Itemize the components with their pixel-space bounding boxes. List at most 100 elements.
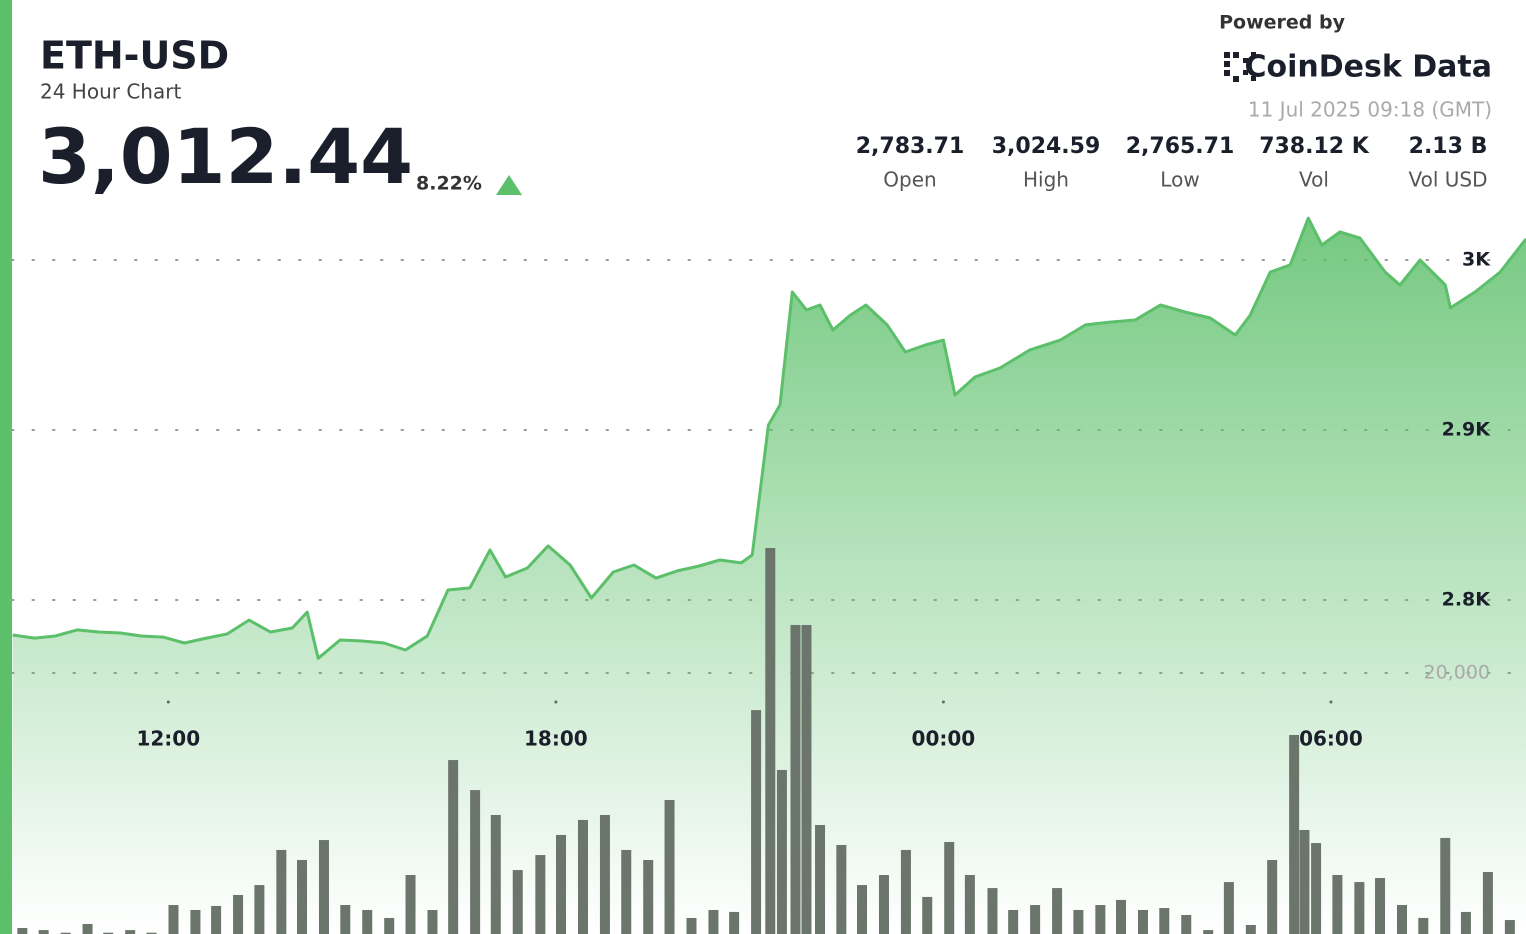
stat-value: 3,024.59 — [992, 134, 1101, 159]
volume-bar — [405, 875, 416, 934]
stat-value: 738.12 K — [1259, 134, 1370, 159]
volume-bar — [535, 855, 546, 934]
volume-bar — [729, 911, 740, 934]
y-tick-label: 2.8K — [1442, 589, 1492, 611]
volume-bar — [1289, 734, 1300, 934]
volume-bar — [556, 834, 567, 934]
stat-label: Low — [1160, 168, 1199, 192]
volume-bar — [276, 849, 287, 934]
volume-bar — [1504, 920, 1515, 934]
stat-label: High — [1023, 168, 1069, 192]
volume-bar — [125, 930, 136, 934]
accent-bar — [0, 0, 12, 934]
volume-bar — [1095, 905, 1106, 934]
price-line — [12, 216, 1526, 660]
volume-bar — [1460, 911, 1471, 934]
volume-bar — [643, 860, 654, 934]
stat-value: 2,765.71 — [1126, 134, 1235, 159]
price: 3,012.44 — [38, 112, 413, 201]
volume-bar — [38, 930, 49, 934]
volume-bar — [1116, 899, 1127, 934]
volume-bar — [1418, 917, 1429, 934]
timestamp: 11 Jul 2025 09:18 (GMT) — [1248, 98, 1492, 122]
volume-bar — [664, 799, 675, 934]
stat-label: Vol USD — [1408, 168, 1487, 192]
volume-bar — [577, 819, 588, 934]
volume-bar — [1223, 882, 1234, 934]
volume-bar — [790, 624, 801, 934]
volume-bar — [878, 875, 889, 934]
volume-bar — [1375, 878, 1386, 934]
volume-bar — [1311, 843, 1322, 934]
volume-bar — [1245, 924, 1256, 934]
volume-bar — [765, 547, 776, 934]
volume-bar — [1137, 909, 1148, 934]
volume-bar — [1052, 888, 1063, 934]
y-tick-label: 3K — [1462, 249, 1491, 271]
x-tick-label: 12:00 — [136, 727, 200, 751]
chart-subtitle: 24 Hour Chart — [40, 80, 181, 104]
volume-bar — [427, 909, 438, 934]
stats: 2,783.71 Open 3,024.59 High 2,765.71 Low 738.1… — [856, 134, 1488, 192]
volume-bar — [1299, 829, 1310, 934]
volume-bar — [297, 860, 308, 934]
stat-label: Vol — [1299, 168, 1329, 192]
volume-bar — [857, 885, 868, 934]
volume-bar — [1267, 860, 1278, 934]
volume-bar — [1008, 909, 1019, 934]
volume-bar — [340, 905, 351, 934]
volume-bar — [254, 885, 265, 934]
y-tick-label: 2.9K — [1442, 419, 1492, 441]
volume-bar — [686, 917, 697, 934]
volume-bar — [190, 909, 201, 934]
volume-bar — [1396, 905, 1407, 934]
volume-bar — [776, 769, 787, 934]
volume-bar — [599, 814, 610, 934]
volume-bar — [211, 905, 222, 934]
volume-bar — [1440, 837, 1451, 934]
x-tick — [941, 700, 945, 704]
volume-bar — [1482, 872, 1493, 934]
x-tick — [554, 700, 558, 704]
x-tick-label: 18:00 — [524, 727, 588, 751]
x-tick-label: 00:00 — [912, 727, 976, 751]
volume-bar — [318, 840, 329, 934]
volume-bar — [448, 760, 459, 934]
x-tick — [1329, 700, 1333, 704]
volume-bar — [103, 932, 114, 934]
volume-bar — [1332, 875, 1343, 934]
volume-bar — [815, 825, 826, 934]
y2-tick-label: 20,000 — [1424, 662, 1490, 684]
volume-bar — [621, 849, 632, 934]
volume-bar — [362, 909, 373, 934]
powered-by: Powered by — [1219, 12, 1345, 34]
volume-bar — [922, 896, 933, 934]
change: 8.22% — [416, 173, 482, 195]
volume-bar — [964, 875, 975, 934]
x-tick-label: 06:00 — [1299, 727, 1363, 751]
volume-bar — [836, 844, 847, 934]
plot: 2.8K 2.9K 3K 20,000 12:00 18:00 00:00 06:00 — [11, 216, 1526, 934]
stat-value: 2,783.71 — [856, 134, 965, 159]
volume-bar — [987, 888, 998, 934]
chart-title: ETH-USD — [40, 34, 229, 78]
volume-bar — [900, 849, 911, 934]
volume-bar — [708, 909, 719, 934]
volume-bar — [60, 932, 71, 934]
stat-label: Open — [883, 168, 936, 192]
volume-bar — [751, 710, 762, 934]
volume-bar — [146, 932, 157, 934]
volume-bar — [1354, 882, 1365, 934]
volume-bar — [384, 917, 395, 934]
volume-bar — [490, 814, 501, 934]
logo-icon — [1224, 52, 1256, 82]
volume-bar — [1181, 914, 1192, 934]
volume-bar — [944, 841, 955, 934]
volume-bar — [1030, 905, 1041, 934]
volume-bar — [512, 870, 523, 934]
volume-bar — [1159, 908, 1170, 934]
volume-bar — [801, 624, 812, 934]
volume-bar — [233, 894, 244, 934]
